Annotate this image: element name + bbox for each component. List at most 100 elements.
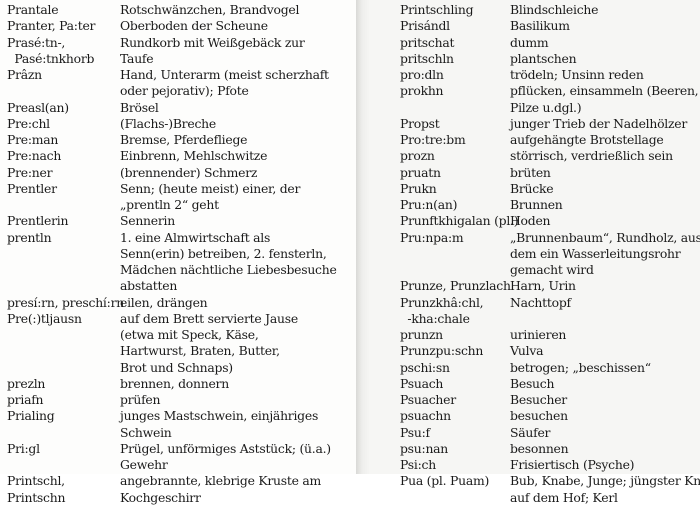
dictionary-entry: pritschat dumm xyxy=(400,35,700,51)
entry-definition: besuchen xyxy=(510,408,568,424)
entry-term: Prentlerin xyxy=(7,213,120,229)
dictionary-entry: Pro:tre:bm aufgehängte Brotstellage xyxy=(400,132,700,148)
definition-line: pflücken, einsammeln (Beeren, xyxy=(510,83,699,99)
term-line: prunzn xyxy=(400,327,443,342)
term-line: Pua (pl. Puam) xyxy=(400,473,490,489)
term-line: pruatn xyxy=(400,164,441,180)
dictionary-entry: prentln 1. eine Almwirtschaft als Senn(eri… xyxy=(7,230,337,295)
definition-line: besuchen xyxy=(510,408,568,424)
term-line: Psu:f xyxy=(400,424,430,440)
entry-definition: störrisch, verdrießlich sein xyxy=(510,148,673,164)
term-line: Pre:ner xyxy=(7,164,53,180)
entry-term: Pre:chl xyxy=(7,116,120,132)
term-line: Printschl, xyxy=(7,473,65,489)
entry-definition: eilen, drängen xyxy=(120,295,208,311)
term-line: Prentler xyxy=(7,180,57,196)
entry-definition: Prügel, unförmiges Aststück; (ü.a.) Geweh… xyxy=(120,441,331,474)
entry-term: Psuach xyxy=(400,376,510,392)
dictionary-entry: presí:rn, preschí:rn eilen, drängen xyxy=(7,295,337,311)
dictionary-entry: Psu:f Säufer xyxy=(400,425,700,441)
term-line: Pasé:tnkhorb xyxy=(7,50,95,66)
dictionary-entry: Prasé:tn-, Pasé:tnkhorb Rundkorb mit Weiß… xyxy=(7,35,337,68)
term-line: pritschln xyxy=(400,50,454,66)
entry-term: Printschl, Printschn xyxy=(7,473,120,506)
entry-term: Pro:tre:bm xyxy=(400,132,510,148)
dictionary-entry: prezln brennen, donnern xyxy=(7,376,337,392)
dictionary-entry: prozn störrisch, verdrießlich sein xyxy=(400,148,700,164)
definition-line: auf dem Hof; Kerl xyxy=(510,489,618,505)
entry-term: Psi:ch xyxy=(400,457,510,473)
definition-line: störrisch, verdrießlich sein xyxy=(510,148,673,164)
term-line: prozn xyxy=(400,148,435,164)
entry-term: Prisándl xyxy=(400,18,510,34)
term-line: Pro:tre:bm xyxy=(400,132,466,147)
definition-line: gemacht wird xyxy=(510,262,594,277)
dictionary-entry: Prentler Senn; (heute meist) einer, der „p… xyxy=(7,181,337,214)
definition-line: aufgehängte Brotstellage xyxy=(510,132,664,147)
term-line: presí:rn, preschí:rn xyxy=(7,294,124,310)
dictionary-entry: Preasl(an) Brösel xyxy=(7,100,337,116)
dictionary-entry: prokhn pflücken, einsammeln (Beeren, Pilze… xyxy=(400,83,700,116)
entry-term: prozn xyxy=(400,148,510,164)
entry-term: Pua (pl. Puam) xyxy=(400,473,510,506)
definition-line: dumm xyxy=(510,34,549,50)
entry-definition: Rotschwänzchen, Brandvogel xyxy=(120,2,299,18)
entry-term: Prantale xyxy=(7,2,120,18)
definition-line: Sennerin xyxy=(120,213,175,229)
entry-definition: Harn, Urin xyxy=(510,278,576,294)
definition-line: Taufe xyxy=(120,50,154,66)
entry-term: Pri:gl xyxy=(7,441,120,474)
dictionary-entry: Prialing junges Mastschwein, einjähriges S… xyxy=(7,408,337,441)
entry-definition: trödeln; Unsinn reden xyxy=(510,67,644,83)
term-line: Psi:ch xyxy=(400,457,436,472)
definition-line: Besucher xyxy=(510,392,567,407)
dictionary-entry: Psuach Besuch xyxy=(400,376,700,392)
definition-line: prüfen xyxy=(120,392,161,407)
entry-definition: (Flachs-)Breche xyxy=(120,116,216,132)
entry-term: Pru:n(an) xyxy=(400,197,510,213)
entry-term: presí:rn, preschí:rn xyxy=(7,294,124,311)
entry-definition: dumm xyxy=(510,34,549,51)
dictionary-entry: Printschl, Printschn angebrannte, klebrige… xyxy=(7,473,337,506)
term-line: Pre:nach xyxy=(7,148,62,164)
dictionary-entry: Prukn Brücke xyxy=(400,181,700,197)
dictionary-entry: Prunzpu:schn Vulva xyxy=(400,343,700,359)
entry-definition: „Brunnenbaum“, Rundholz, aus dem ein Wass… xyxy=(510,230,700,279)
entry-term: Pre(:)tljausn xyxy=(7,311,120,376)
entry-definition: pflücken, einsammeln (Beeren, Pilze u.dgl… xyxy=(510,83,699,116)
dictionary-entry: Prantale Rotschwänzchen, Brandvogel xyxy=(7,2,337,18)
term-line: Pre:man xyxy=(7,132,59,147)
definition-line: (etwa mit Speck, Käse, xyxy=(120,327,259,342)
entry-definition: Brösel xyxy=(120,100,159,116)
entry-term: Prunze, Prunzlach xyxy=(400,278,511,294)
definition-line: Brücke xyxy=(510,180,554,196)
entry-term: pruatn xyxy=(400,165,510,181)
entry-definition: (brennender) Schmerz xyxy=(120,165,257,181)
entry-definition: prüfen xyxy=(120,392,160,408)
term-line: Prialing xyxy=(7,408,55,424)
entry-definition: Blindschleiche xyxy=(510,2,598,18)
dictionary-entry: Pru:n(an) Brunnen xyxy=(400,197,700,213)
entry-definition: Oberboden der Scheune xyxy=(120,18,268,34)
entry-definition: Brücke xyxy=(510,180,554,197)
entry-term: Propst xyxy=(400,116,510,132)
entry-definition: Basilikum xyxy=(510,18,570,34)
entry-term: Printschling xyxy=(400,2,510,18)
dictionary-entry: Pre:ner (brennender) Schmerz xyxy=(7,165,337,181)
entry-term: Psuacher xyxy=(400,392,510,408)
definition-line: Rundkorb mit Weißgebäck zur xyxy=(120,34,305,50)
dictionary-entry: Pre:nach Einbrenn, Mehlschwitze xyxy=(7,148,337,164)
term-line: Prunzpu:schn xyxy=(400,343,484,359)
definition-line: Säufer xyxy=(510,424,551,440)
dictionary-entry: Prunftkhigalan (pl.) Hoden xyxy=(400,213,700,229)
dictionary-entry: Psi:ch Frisiertisch (Psyche) xyxy=(400,457,700,473)
right-page: Printschling Blindschleiche Prisándl Basili… xyxy=(356,0,700,505)
definition-line: angebrannte, klebrige Kruste am xyxy=(120,473,322,489)
term-line: Psuach xyxy=(400,375,444,391)
term-line: Prentlerin xyxy=(7,213,69,229)
definition-line: Brunnen xyxy=(510,197,563,212)
dictionary-entry: priafn prüfen xyxy=(7,392,337,408)
entry-definition: urinieren xyxy=(510,327,566,343)
definition-line: junges Mastschwein, einjähriges xyxy=(120,408,319,424)
definition-line: Mädchen nächtliche Liebesbesuche xyxy=(120,262,337,277)
